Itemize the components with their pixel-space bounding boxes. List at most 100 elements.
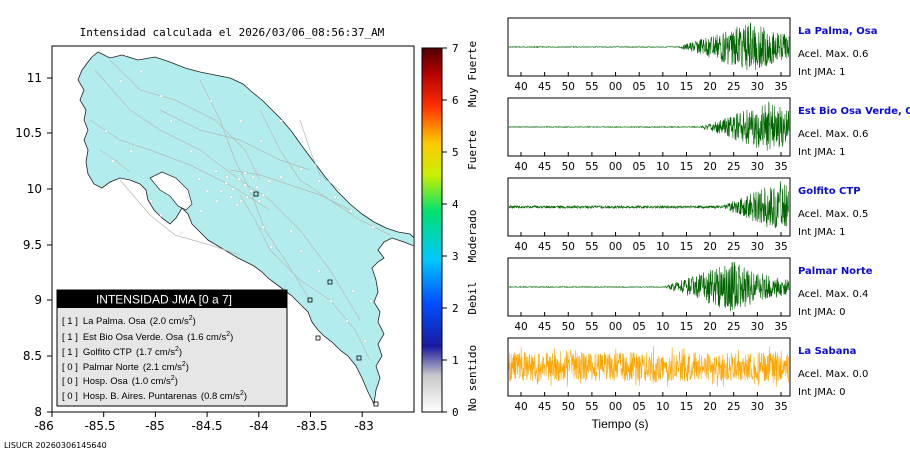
waveform-tick-label: 45 — [538, 321, 551, 333]
waveform-tick-label: 15 — [680, 241, 693, 253]
town-dot — [317, 179, 321, 183]
town-dot — [289, 229, 293, 233]
waveform-tick-label: 25 — [727, 81, 740, 93]
town-dot — [169, 119, 173, 123]
waveform-tick-label: 30 — [751, 241, 764, 253]
waveform-tick-label: 00 — [609, 161, 622, 173]
colorbar-labels: No sentido Debil Moderado Fuerte Muy Fue… — [466, 41, 479, 411]
waveform-panel: 40 45 50 55 00 05 10 15 20 25 30 35 Palmar Norte Acel… — [507, 257, 873, 333]
waveform-tick-label: 15 — [680, 161, 693, 173]
waveform-tick-label: 10 — [656, 161, 669, 173]
colorbar-tick: 6 — [452, 94, 459, 107]
footer-id: LISUCR 20260306145640 — [4, 441, 107, 450]
waveform-tick-label: 15 — [680, 321, 693, 333]
station-name: Est Bio Osa Verde, Osa — [798, 106, 910, 117]
town-dot — [299, 167, 303, 171]
waveform-tick-label: 05 — [632, 321, 645, 333]
map-panel: Intensidad calculada el 2026/03/06_08:56… — [15, 26, 415, 433]
town-dot — [371, 225, 375, 229]
town-dot — [345, 319, 349, 323]
station-marker — [373, 401, 379, 407]
map-x-tick: -83.5 — [296, 419, 327, 433]
waveform-tick-label: 50 — [562, 401, 575, 413]
waveform-tick-label: 15 — [680, 401, 693, 413]
intensity-colorbar: 0 1 2 3 4 5 6 7 No sentido Debil Moderad… — [421, 41, 479, 419]
waveform-tick-label: 20 — [703, 321, 716, 333]
waveform-tick-label: 00 — [609, 81, 622, 93]
waveform-tick-label: 05 — [632, 161, 645, 173]
legend-entry: [ 1 ] Est Bio Osa Verde. Osa (1.6 cm/s2) — [62, 331, 233, 343]
station-markers — [253, 191, 379, 407]
town-dot — [129, 149, 133, 153]
town-dot — [231, 187, 235, 191]
waveform-panel: 40 45 50 55 00 05 10 15 20 25 30 35 Est Bio Osa Verd… — [507, 97, 910, 173]
map-x-tick: -85.5 — [84, 419, 115, 433]
waveform-tick-label: 20 — [703, 241, 716, 253]
waveform-trace — [508, 345, 790, 387]
map-title: Intensidad calculada el 2026/03/06_08:56… — [80, 26, 385, 39]
colorbar-label-fuerte: Fuerte — [466, 130, 479, 170]
station-marker — [307, 297, 313, 303]
town-dot — [189, 149, 193, 153]
town-dot — [159, 94, 163, 98]
town-dot — [255, 185, 259, 189]
colorbar-ticks: 0 1 2 3 4 5 6 7 — [442, 42, 459, 419]
map-y-tick: 11 — [27, 71, 42, 85]
station-name: La Palma, Osa — [798, 26, 878, 37]
town-dot — [261, 193, 265, 197]
waveform-tick-label: 50 — [562, 81, 575, 93]
town-dot — [225, 175, 229, 179]
legend-entry: [ 0 ] Hosp. Osa (1.0 cm/s2) — [62, 375, 178, 387]
town-dot — [363, 339, 367, 343]
waveform-tick-label: 30 — [751, 81, 764, 93]
waveform-tick-label: 35 — [774, 401, 787, 413]
waveform-tick-label: 05 — [632, 81, 645, 93]
waveform-tick-label: 40 — [514, 81, 527, 93]
map-y-tick: 8 — [34, 405, 42, 419]
waveform-panel: 40 45 50 55 00 05 10 15 20 25 30 35 La Palma, Osa Ace… — [507, 17, 878, 93]
waveform-tick-label: 45 — [538, 401, 551, 413]
colorbar-label-no-sentido: No sentido — [466, 345, 479, 411]
town-dot — [229, 195, 233, 199]
town-dot — [351, 289, 355, 293]
waveform-tick-label: 55 — [585, 161, 598, 173]
waveform-tick-label: 30 — [751, 161, 764, 173]
station-jma-intensity: Int JMA: 1 — [798, 67, 846, 78]
waveform-tick-label: 45 — [538, 81, 551, 93]
map-y-tick: 9 — [34, 293, 42, 307]
waveform-tick-label: 30 — [751, 401, 764, 413]
town-dot — [333, 195, 337, 199]
waveform-tick-label: 10 — [656, 401, 669, 413]
waveform-tick-label: 00 — [609, 241, 622, 253]
waveform-tick-label: 25 — [727, 161, 740, 173]
waveform-tick-label: 40 — [514, 401, 527, 413]
colorbar-tick: 5 — [452, 146, 459, 159]
town-dot — [224, 181, 228, 185]
map-x-tick: -84.5 — [191, 419, 222, 433]
waveform-tick-label: 45 — [538, 241, 551, 253]
town-dot — [245, 195, 249, 199]
legend-entry: [ 0 ] Hosp. B. Aires. Puntarenas (0.8 cm/s… — [62, 390, 247, 402]
station-name: La Sabana — [798, 346, 856, 357]
colorbar-gradient — [421, 47, 443, 413]
town-dot — [259, 139, 263, 143]
waveform-tick-label: 00 — [609, 401, 622, 413]
waveform-tick-label: 15 — [680, 81, 693, 93]
waveform-trace — [508, 101, 790, 151]
station-jma-intensity: Int JMA: 0 — [798, 307, 846, 318]
legend-entry: [ 1 ] Golfito CTP (1.7 cm/s2) — [62, 346, 182, 358]
town-dot — [257, 199, 261, 203]
station-jma-intensity: Int JMA: 0 — [798, 387, 846, 398]
town-dot — [179, 231, 183, 235]
town-dot — [267, 179, 271, 183]
colorbar-tick: 0 — [452, 406, 459, 419]
town-dot — [205, 189, 209, 193]
waveform-tick-label: 50 — [562, 161, 575, 173]
map-y-tick: 10 — [27, 182, 42, 196]
waveform-tick-label: 50 — [562, 321, 575, 333]
colorbar-label-muy-fuerte: Muy Fuerte — [466, 41, 479, 107]
intensity-legend: INTENSIDAD JMA [0 a 7] [ 1 ] La Palma. Os… — [56, 289, 288, 407]
town-dot — [317, 269, 321, 273]
legend-entries: [ 1 ] La Palma. Osa (2.0 cm/s2) [ 1 ] Est B… — [62, 315, 247, 402]
waveform-tick-label: 25 — [727, 241, 740, 253]
